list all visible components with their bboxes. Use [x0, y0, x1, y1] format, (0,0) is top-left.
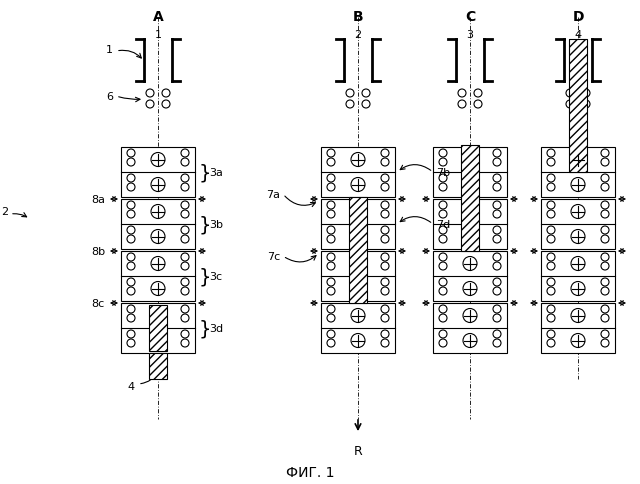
Bar: [461, 146, 479, 252]
Bar: [149, 305, 167, 351]
Bar: [461, 146, 479, 252]
Bar: [121, 148, 195, 197]
Bar: [569, 40, 587, 173]
Bar: [349, 197, 367, 303]
Text: 7c: 7c: [267, 252, 280, 261]
Bar: [433, 303, 507, 353]
Text: }: }: [199, 267, 211, 286]
Bar: [121, 252, 195, 302]
Bar: [433, 252, 507, 302]
Bar: [149, 353, 167, 379]
Text: 8a: 8a: [91, 195, 105, 205]
Text: R: R: [354, 444, 362, 457]
Text: 7a: 7a: [266, 190, 280, 199]
Text: 7b: 7b: [436, 167, 450, 178]
Text: 2: 2: [355, 30, 362, 40]
Text: 8b: 8b: [91, 246, 105, 257]
Bar: [569, 40, 587, 173]
Text: }: }: [199, 215, 211, 234]
Text: 3d: 3d: [209, 323, 223, 333]
Text: }: }: [199, 319, 211, 338]
Bar: [541, 303, 615, 353]
Bar: [541, 199, 615, 249]
Bar: [121, 199, 195, 249]
Text: B: B: [353, 10, 364, 24]
Bar: [349, 197, 367, 303]
Text: 1: 1: [154, 30, 161, 40]
Bar: [349, 197, 367, 303]
Text: 2: 2: [1, 207, 8, 216]
Bar: [461, 146, 479, 252]
Text: 3: 3: [467, 30, 474, 40]
Bar: [541, 148, 615, 197]
Bar: [321, 199, 395, 249]
Bar: [121, 303, 195, 353]
Bar: [321, 148, 395, 197]
Text: A: A: [152, 10, 163, 24]
Text: 8c: 8c: [92, 298, 105, 308]
Bar: [541, 252, 615, 302]
Text: C: C: [465, 10, 475, 24]
Text: 3c: 3c: [209, 272, 222, 281]
Bar: [149, 305, 167, 351]
Bar: [321, 252, 395, 302]
Bar: [433, 148, 507, 197]
Text: 3b: 3b: [209, 220, 223, 229]
Text: D: D: [572, 10, 584, 24]
Text: 6: 6: [106, 92, 113, 102]
Bar: [149, 353, 167, 379]
Bar: [433, 199, 507, 249]
Bar: [569, 40, 587, 173]
Bar: [321, 303, 395, 353]
Text: 4: 4: [575, 30, 582, 40]
Text: 7d: 7d: [436, 220, 451, 229]
Text: }: }: [199, 163, 211, 182]
Text: 1: 1: [106, 45, 113, 55]
Text: 4: 4: [128, 381, 135, 391]
Text: 3a: 3a: [209, 167, 223, 178]
Bar: [149, 353, 167, 379]
Text: ФИГ. 1: ФИГ. 1: [285, 465, 334, 479]
Bar: [149, 305, 167, 351]
